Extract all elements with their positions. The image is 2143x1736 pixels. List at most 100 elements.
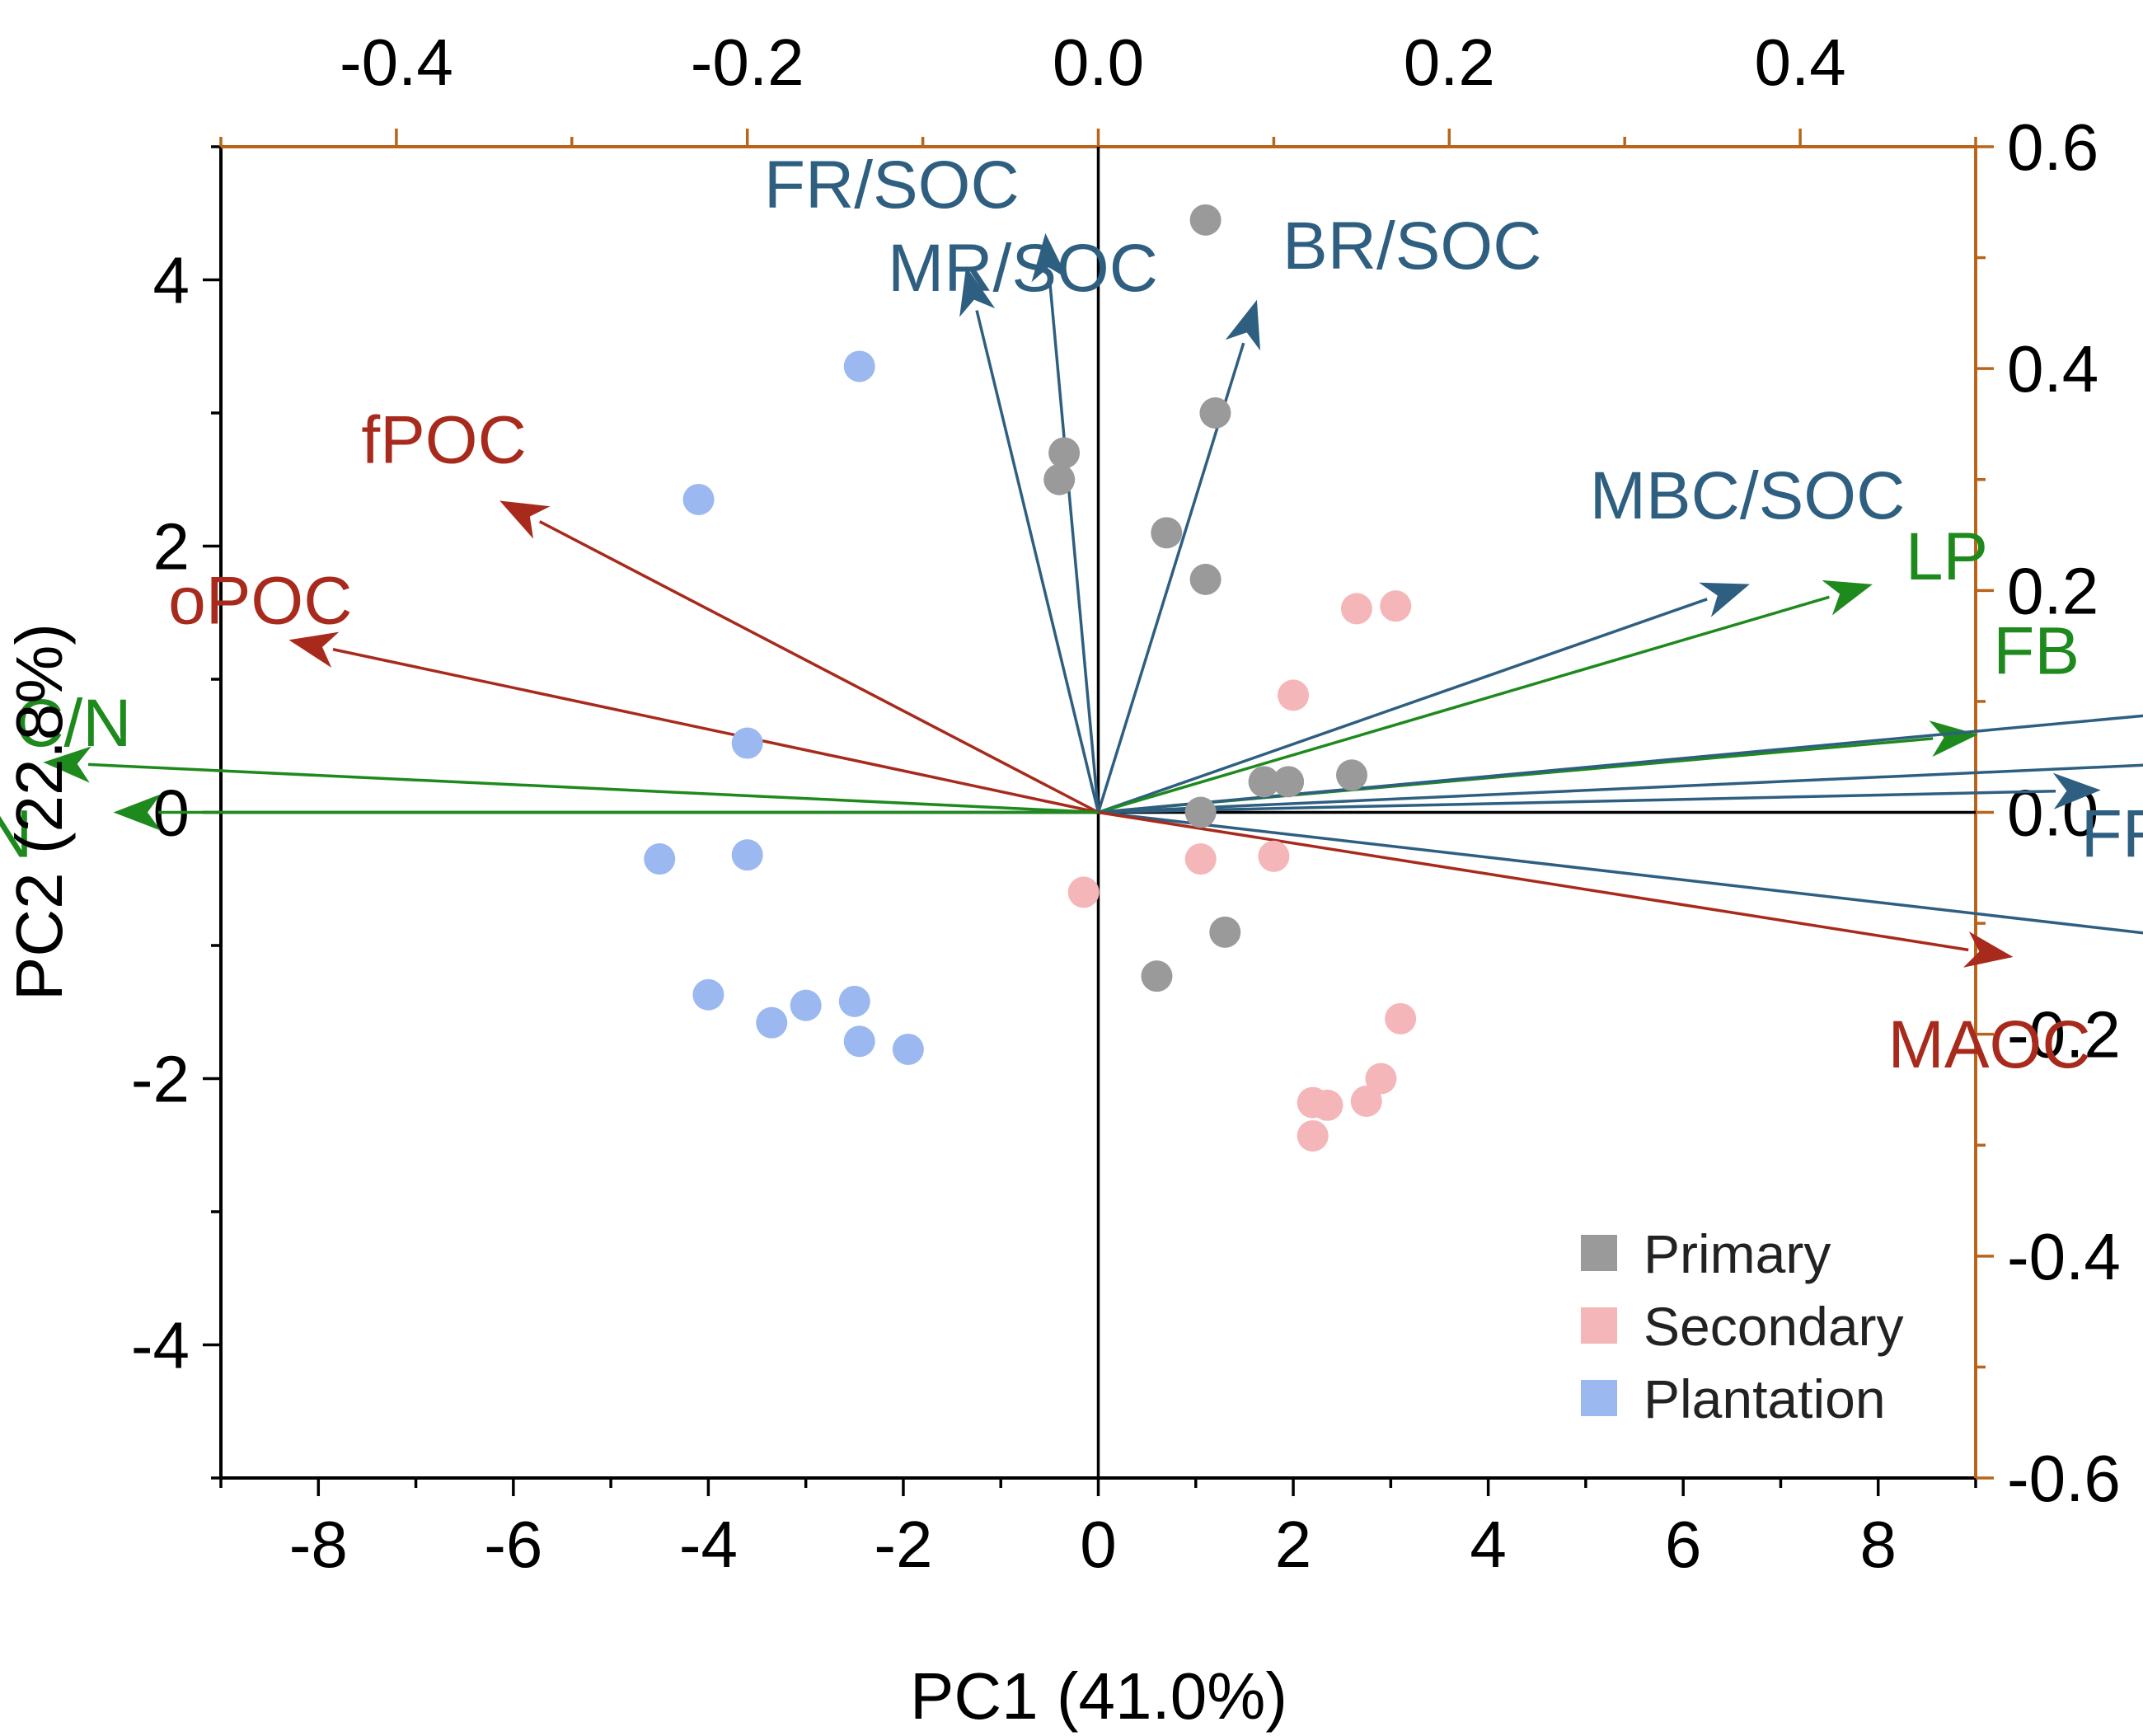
score-point bbox=[1311, 1089, 1343, 1121]
loading-arrowhead bbox=[1031, 232, 1068, 283]
top-tick-label: -0.4 bbox=[340, 26, 453, 99]
x-tick-label: 2 bbox=[1275, 1508, 1312, 1581]
loading-line bbox=[975, 310, 1100, 813]
y-tick-label: 2 bbox=[153, 510, 190, 584]
score-point bbox=[756, 1006, 788, 1039]
score-point bbox=[892, 1033, 924, 1065]
x-tick-label: -6 bbox=[484, 1508, 542, 1581]
score-point bbox=[1151, 517, 1183, 549]
loading-line bbox=[1048, 278, 1100, 813]
legend-swatch bbox=[1581, 1380, 1617, 1416]
score-point bbox=[838, 985, 870, 1017]
right-tick-label: -0.2 bbox=[2007, 998, 2121, 1072]
score-point bbox=[1048, 437, 1081, 469]
top-tick-label: 0.0 bbox=[1053, 26, 1144, 99]
loading-line bbox=[1097, 598, 1708, 814]
legend-label: Primary bbox=[1644, 1223, 1831, 1284]
right-tick-label: -0.6 bbox=[2007, 1442, 2121, 1515]
score-point bbox=[1297, 1119, 1329, 1152]
loading-label: FB bbox=[1993, 613, 2080, 688]
right-tick-label: 0.2 bbox=[2007, 554, 2098, 627]
loading-arrowhead bbox=[1929, 720, 1978, 758]
x-tick-label: -4 bbox=[679, 1508, 738, 1581]
score-point bbox=[843, 1025, 875, 1058]
score-point bbox=[1141, 960, 1173, 992]
loading-labels: FR/SOC MR/SOC BR/SOC fPOC oPOC Fine root C/N L… bbox=[0, 148, 2143, 1082]
score-point bbox=[1189, 563, 1222, 595]
loading-line bbox=[87, 762, 1099, 814]
loading-label: LP bbox=[1906, 519, 1988, 594]
score-point bbox=[1189, 204, 1222, 236]
loading-label: BR/SOC bbox=[1283, 209, 1541, 284]
loading-arrowhead bbox=[2052, 772, 2101, 809]
score-point bbox=[1278, 679, 1310, 711]
loading-arrowhead bbox=[113, 794, 162, 831]
y-tick-label: -2 bbox=[131, 1043, 190, 1116]
right-tick-label: 0.6 bbox=[2007, 110, 2098, 184]
score-point bbox=[843, 350, 875, 382]
score-point bbox=[790, 989, 822, 1021]
loading-arrowhead bbox=[43, 746, 91, 783]
loading-label: fPOC bbox=[361, 403, 526, 478]
score-point bbox=[682, 483, 715, 515]
loading-arrowhead bbox=[499, 500, 551, 539]
legend: Primary Secondary Plantation bbox=[1581, 1223, 1904, 1429]
loading-line bbox=[1098, 595, 1830, 814]
loading-label: oPOC bbox=[168, 564, 352, 639]
x-tick-label: -8 bbox=[289, 1508, 348, 1581]
legend-swatch bbox=[1581, 1235, 1617, 1271]
x-axis-title: PC1 (41.0%) bbox=[910, 1659, 1287, 1733]
loading-line bbox=[1098, 810, 2143, 935]
tick-marks bbox=[203, 129, 1994, 1496]
score-point bbox=[1067, 876, 1100, 908]
score-point bbox=[731, 839, 763, 871]
score-point bbox=[1209, 916, 1241, 948]
y-axis-title: PC2 (22.8%) bbox=[2, 623, 76, 1001]
score-point bbox=[1184, 843, 1217, 875]
score-point bbox=[644, 843, 676, 875]
x-tick-label: 0 bbox=[1080, 1508, 1117, 1581]
loading-label: Fine root C/N bbox=[0, 686, 131, 761]
y-tick-label: -4 bbox=[131, 1309, 190, 1382]
loading-arrowhead bbox=[1822, 579, 1873, 616]
legend-swatch bbox=[1581, 1307, 1617, 1344]
x-tick-label: 8 bbox=[1859, 1508, 1897, 1581]
loading-arrowhead bbox=[1963, 931, 2014, 968]
x-tick-label: 6 bbox=[1665, 1508, 1702, 1581]
loading-label: MBC/SOC bbox=[1590, 458, 1906, 533]
loading-line bbox=[538, 520, 1100, 814]
loading-arrowhead bbox=[1225, 299, 1261, 351]
top-tick-label: 0.4 bbox=[1754, 26, 1845, 99]
score-point bbox=[1248, 766, 1280, 798]
x-tick-label: -2 bbox=[874, 1508, 932, 1581]
legend-label: Secondary bbox=[1644, 1296, 1904, 1357]
loading-arrowhead bbox=[288, 631, 340, 668]
right-tick-label: -0.4 bbox=[2007, 1220, 2121, 1293]
loading-vectors bbox=[43, 232, 2143, 968]
loading-arrowhead bbox=[959, 266, 996, 317]
top-tick-label: -0.2 bbox=[691, 26, 804, 99]
loading-line bbox=[332, 648, 1099, 814]
loading-line bbox=[1098, 810, 1969, 952]
score-point bbox=[1258, 840, 1290, 872]
legend-label: Plantation bbox=[1644, 1368, 1886, 1429]
score-point bbox=[1340, 593, 1372, 625]
loading-line bbox=[1098, 789, 2056, 814]
score-point bbox=[731, 727, 763, 759]
loading-arrowhead bbox=[1699, 582, 1750, 617]
loading-label: Litter C/N bbox=[0, 796, 32, 871]
score-points bbox=[644, 204, 1417, 1152]
score-point bbox=[1350, 1085, 1382, 1117]
score-point bbox=[692, 978, 724, 1011]
y-tick-label: 4 bbox=[153, 244, 190, 317]
loading-label: FR bbox=[2081, 796, 2143, 871]
loading-label: MR/SOC bbox=[888, 231, 1158, 306]
right-tick-label: 0.4 bbox=[2007, 332, 2098, 406]
score-point bbox=[1199, 397, 1231, 429]
score-point bbox=[1184, 796, 1217, 828]
score-point bbox=[1380, 590, 1412, 622]
top-tick-label: 0.2 bbox=[1404, 26, 1495, 99]
